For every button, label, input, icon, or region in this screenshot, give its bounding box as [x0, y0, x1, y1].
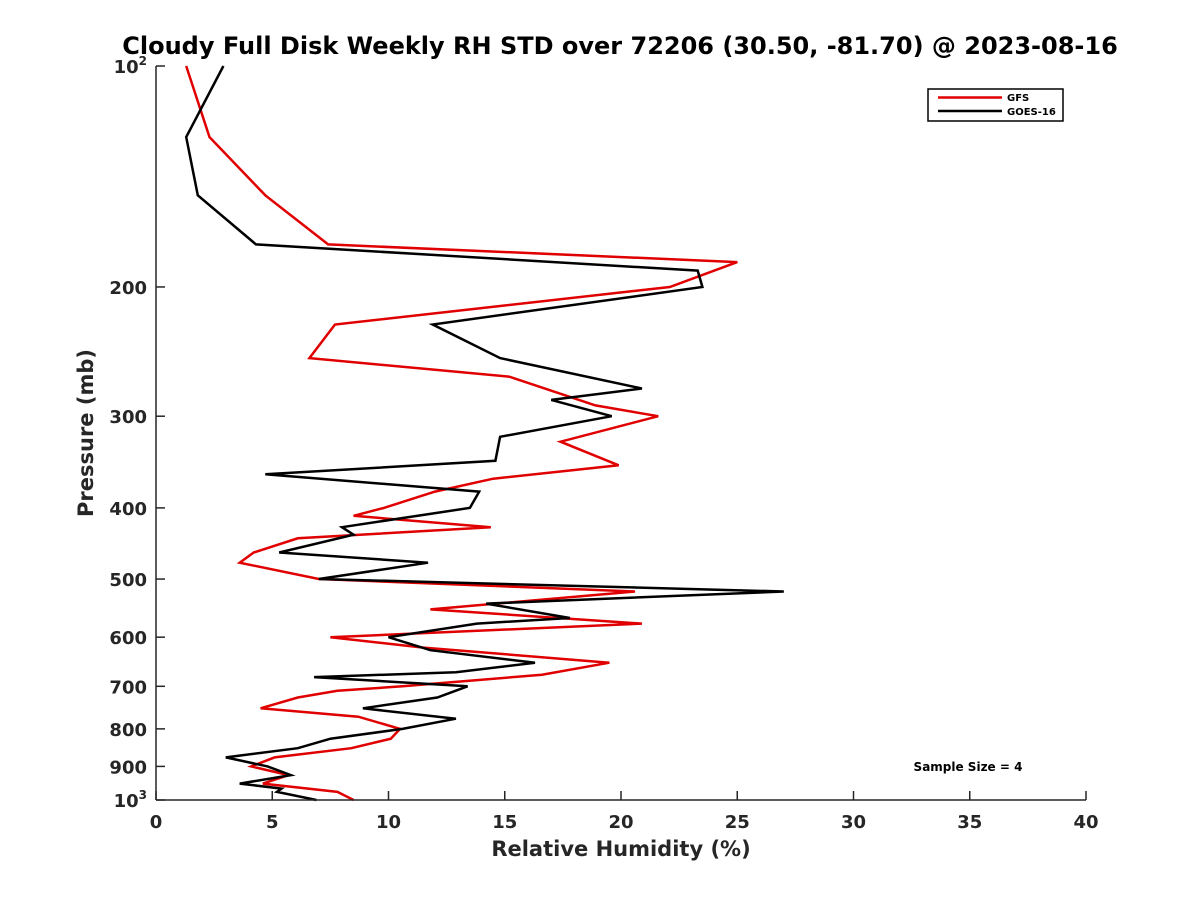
- x-tick-label: 25: [725, 812, 750, 833]
- x-tick-label: 20: [608, 812, 633, 833]
- plot-area: 0 5 10 15 20 25 30 35 40 102 200 300 400 500 600 700 80…: [109, 54, 1098, 833]
- series-layer: [184, 65, 784, 802]
- y-tick-label: 400: [109, 499, 147, 520]
- x-tick-label: 30: [841, 812, 866, 833]
- x-tick-label: 5: [266, 812, 279, 833]
- y-tick-label: 500: [109, 570, 147, 591]
- y-tick-label: 200: [109, 278, 147, 299]
- y-axis-ticks: 102 200 300 400 500 600 700 800 900 103: [109, 54, 165, 812]
- legend-label-gfs: GFS: [1007, 93, 1029, 104]
- y-tick-label: 300: [109, 407, 147, 428]
- legend: GFS GOES-16: [927, 88, 1064, 122]
- x-axis-label: Relative Humidity (%): [491, 837, 750, 861]
- legend-box: [927, 88, 1064, 122]
- x-tick-label: 35: [957, 812, 982, 833]
- y-tick-label: 700: [109, 677, 147, 698]
- x-tick-label: 15: [492, 812, 517, 833]
- x-tick-label: 0: [150, 812, 163, 833]
- sample-size-annotation: Sample Size = 4: [914, 760, 1023, 774]
- y-axis-label: Pressure (mb): [74, 349, 98, 517]
- series-line-goes16: [184, 65, 784, 802]
- y-tick-label: 103: [114, 788, 147, 812]
- x-tick-label: 10: [376, 812, 401, 833]
- x-tick-label: 40: [1073, 812, 1098, 833]
- y-tick-label: 900: [109, 757, 147, 778]
- chart-title: Cloudy Full Disk Weekly RH STD over 7220…: [122, 32, 1118, 60]
- x-axis-ticks: 0 5 10 15 20 25 30 35 40: [150, 791, 1099, 833]
- y-tick-label: 600: [109, 628, 147, 649]
- y-tick-label: 800: [109, 720, 147, 741]
- legend-label-goes16: GOES-16: [1007, 107, 1056, 118]
- y-tick-label: 102: [114, 54, 147, 78]
